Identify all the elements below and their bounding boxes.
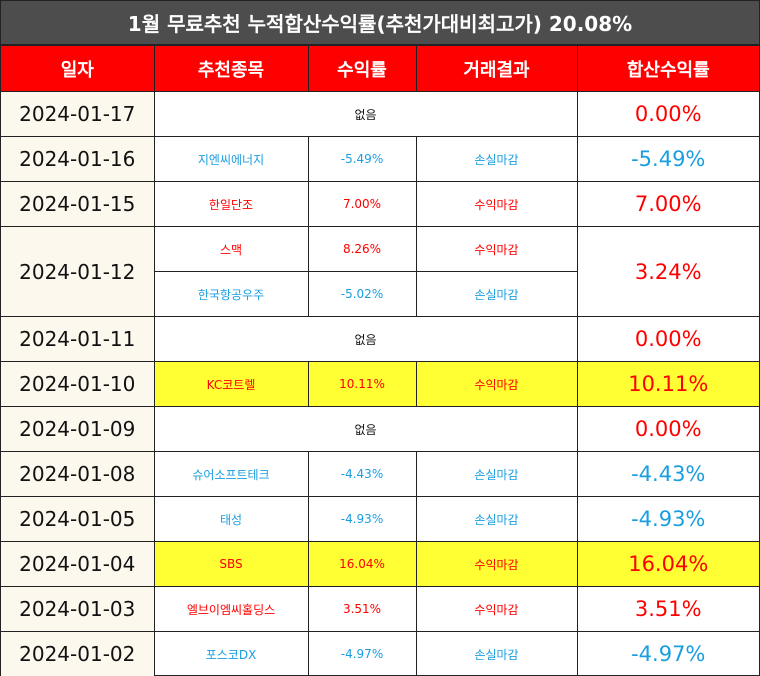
row-total-return: 7.00% bbox=[576, 181, 759, 227]
row-return: -4.93% bbox=[307, 496, 417, 542]
row-result: 손실마감 bbox=[415, 451, 578, 497]
row-result: 수익마감 bbox=[415, 226, 578, 272]
row-return: 8.26% bbox=[307, 226, 417, 272]
row-result: 손실마감 bbox=[415, 496, 578, 542]
table-row: 2024-01-10 KC코트렐 10.11% 수익마감 10.11% bbox=[1, 361, 759, 407]
row-return: -4.43% bbox=[307, 451, 417, 497]
row-date: 2024-01-12 bbox=[1, 226, 155, 317]
header-date: 일자 bbox=[1, 45, 155, 92]
row-result: 손실마감 bbox=[415, 631, 578, 676]
row-date: 2024-01-16 bbox=[1, 136, 155, 182]
table-row: 2024-01-16 지엔씨에너지 -5.49% 손실마감 -5.49% bbox=[1, 136, 759, 182]
row-total-return: -4.93% bbox=[576, 496, 759, 542]
row-stock: 지엔씨에너지 bbox=[153, 136, 309, 182]
row-total-return: -5.49% bbox=[576, 136, 759, 182]
row-return: 3.51% bbox=[307, 586, 417, 632]
table-row: 2024-01-17 없음 0.00% bbox=[1, 91, 759, 137]
row-result: 수익마감 bbox=[415, 181, 578, 227]
row-total-return: 0.00% bbox=[576, 316, 759, 362]
row-stock: 한국항공우주 bbox=[154, 271, 309, 317]
row-result: 수익마감 bbox=[415, 361, 578, 407]
row-stock: 슈어소프트테크 bbox=[153, 451, 309, 497]
row-date: 2024-01-03 bbox=[1, 586, 155, 632]
header-result: 거래결과 bbox=[415, 45, 578, 92]
table-row: 2024-01-05 태성 -4.93% 손실마감 -4.93% bbox=[1, 496, 759, 542]
table-row: 2024-01-12 스맥 8.26% 수익마감 3.24% bbox=[1, 226, 759, 317]
table-row: 2024-01-03 엘브이엠씨홀딩스 3.51% 수익마감 3.51% bbox=[1, 586, 759, 632]
row-total-return: 10.11% bbox=[576, 361, 759, 407]
row-stock: 포스코DX bbox=[153, 631, 309, 676]
table-row: 2024-01-11 없음 0.00% bbox=[1, 316, 759, 362]
row-total-return: 3.24% bbox=[576, 226, 759, 317]
table-header-row: 일자 추천종목 수익률 거래결과 합산수익률 bbox=[1, 45, 759, 92]
row-date: 2024-01-10 bbox=[1, 361, 155, 407]
row-date: 2024-01-08 bbox=[1, 451, 155, 497]
row-result: 수익마감 bbox=[415, 586, 578, 632]
row-date: 2024-01-05 bbox=[1, 496, 155, 542]
row-stock: 엘브이엠씨홀딩스 bbox=[153, 586, 309, 632]
row-date: 2024-01-09 bbox=[1, 406, 155, 452]
recommendation-table: 일자 추천종목 수익률 거래결과 합산수익률 2024-01-17 없음 0.0… bbox=[1, 45, 759, 676]
no-recommendation: 없음 bbox=[153, 91, 578, 137]
row-result: 손실마감 bbox=[415, 271, 577, 317]
row-date: 2024-01-04 bbox=[1, 541, 155, 587]
table-row: 2024-01-15 한일단조 7.00% 수익마감 7.00% bbox=[1, 181, 759, 227]
row-total-return: 0.00% bbox=[576, 91, 759, 137]
row-total-return: 0.00% bbox=[576, 406, 759, 452]
header-stock: 추천종목 bbox=[153, 45, 309, 92]
row-stock: 한일단조 bbox=[153, 181, 309, 227]
row-result: 수익마감 bbox=[415, 541, 578, 587]
row-stock: 스맥 bbox=[153, 226, 309, 272]
row-stock: 태성 bbox=[153, 496, 309, 542]
row-total-return: -4.97% bbox=[576, 631, 759, 676]
row-stock: SBS bbox=[153, 541, 309, 587]
table-row: 2024-01-02 포스코DX -4.97% 손실마감 -4.97% bbox=[1, 631, 759, 676]
table-row: 2024-01-08 슈어소프트테크 -4.43% 손실마감 -4.43% bbox=[1, 451, 759, 497]
row-return: 16.04% bbox=[307, 541, 417, 587]
row-result: 손실마감 bbox=[415, 136, 578, 182]
no-recommendation: 없음 bbox=[153, 406, 578, 452]
row-stock: KC코트렐 bbox=[153, 361, 309, 407]
row-date: 2024-01-11 bbox=[1, 316, 155, 362]
row-return: -4.97% bbox=[307, 631, 417, 676]
row-total-return: 3.51% bbox=[576, 586, 759, 632]
no-recommendation: 없음 bbox=[153, 316, 578, 362]
header-return: 수익률 bbox=[307, 45, 417, 92]
row-return: 10.11% bbox=[307, 361, 417, 407]
table-row: 2024-01-04 SBS 16.04% 수익마감 16.04% bbox=[1, 541, 759, 587]
table-row: 2024-01-09 없음 0.00% bbox=[1, 406, 759, 452]
row-return: 7.00% bbox=[307, 181, 417, 227]
row-return: -5.02% bbox=[307, 271, 417, 317]
row-total-return: 16.04% bbox=[576, 541, 759, 587]
table-row: 한국항공우주 -5.02% 손실마감 bbox=[1, 271, 759, 317]
header-total-return: 합산수익률 bbox=[576, 45, 759, 92]
row-date: 2024-01-02 bbox=[1, 631, 155, 676]
row-total-return: -4.43% bbox=[576, 451, 759, 497]
row-date: 2024-01-17 bbox=[1, 91, 155, 137]
row-return: -5.49% bbox=[307, 136, 417, 182]
page-title: 1월 무료추천 누적합산수익률(추천가대비최고가) 20.08% bbox=[1, 1, 759, 45]
row-date: 2024-01-15 bbox=[1, 181, 155, 227]
